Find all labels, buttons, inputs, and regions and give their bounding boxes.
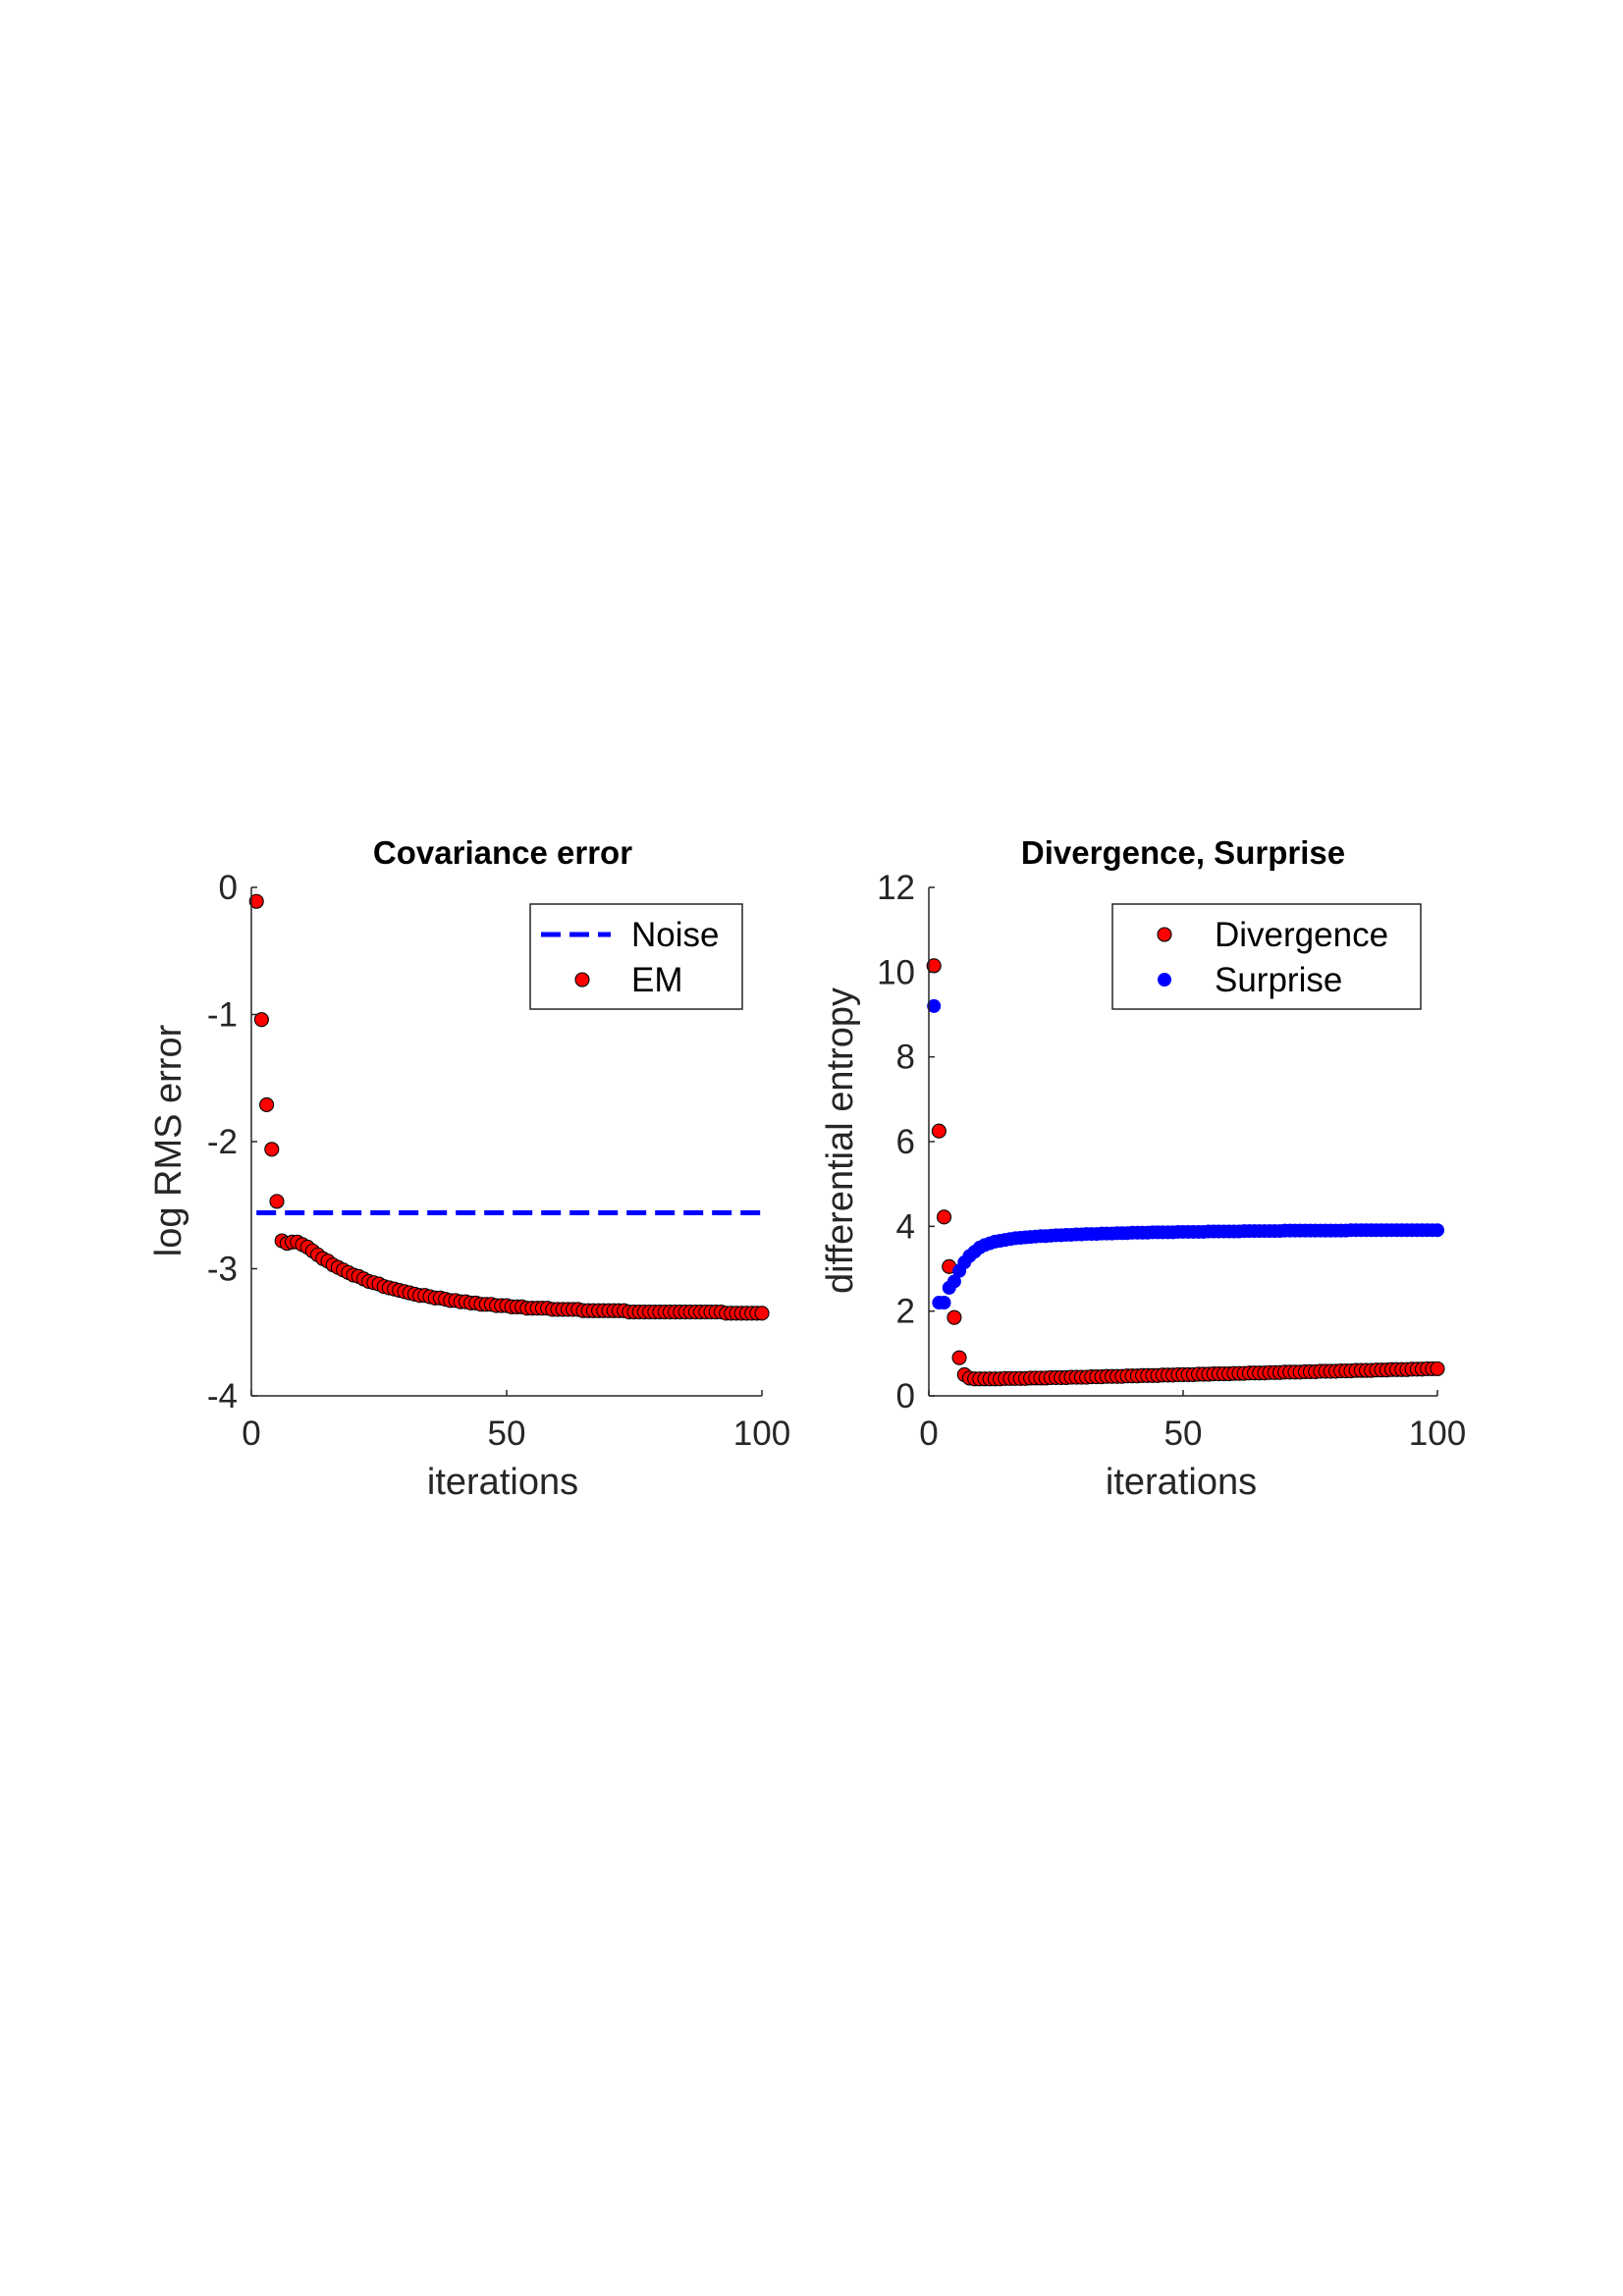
legend-surprise-label: Surprise (1215, 961, 1342, 999)
x-tick-label: 50 (1164, 1415, 1203, 1453)
surprise-point (1431, 1223, 1444, 1238)
plot-area (248, 893, 770, 1321)
surprise-point (937, 1296, 951, 1310)
x-tick-label: 100 (1409, 1415, 1466, 1453)
chart-title: Divergence, Surprise (1021, 834, 1345, 871)
legend-divergence-marker (1157, 927, 1172, 942)
y-tick-label: 4 (896, 1207, 915, 1246)
x-axis-label: iterations (427, 1462, 578, 1503)
legend-surprise-marker (1158, 973, 1171, 987)
surprise-point (927, 998, 942, 1013)
y-ticks: 0 2 4 6 8 10 12 (877, 869, 935, 1415)
y-tick-label: -1 (207, 996, 238, 1035)
legend-em-label: EM (631, 961, 683, 999)
y-tick-label: -4 (207, 1377, 238, 1415)
divergence-point (931, 1123, 947, 1139)
x-axis-label: iterations (1106, 1462, 1257, 1503)
em-point (754, 1306, 770, 1321)
y-tick-label: 6 (896, 1123, 915, 1161)
legend-noise-label: Noise (631, 916, 719, 954)
y-axis-label: differential entropy (820, 988, 861, 1294)
surprise-point (947, 1274, 961, 1289)
divergence-point (1430, 1361, 1445, 1376)
y-tick-label: 8 (896, 1039, 915, 1077)
x-ticks: 0 50 100 (919, 1390, 1466, 1453)
y-tick-label: -2 (207, 1123, 238, 1161)
em-point (248, 893, 264, 909)
y-tick-label: 12 (877, 869, 915, 907)
plot-area (926, 958, 1445, 1387)
x-ticks: 0 50 100 (242, 1390, 790, 1453)
em-point (264, 1142, 280, 1157)
covariance-error-panel: Covariance error 0 50 100 0 -1 -2 -3 -4 iterat… (148, 834, 790, 1503)
em-point (253, 1012, 269, 1028)
legend-em-marker (574, 972, 590, 988)
y-tick-label: 0 (219, 869, 238, 907)
divergence-point (947, 1309, 962, 1325)
y-tick-label: -3 (207, 1251, 238, 1289)
y-axis-label: log RMS error (148, 1024, 189, 1256)
x-tick-label: 50 (488, 1415, 526, 1453)
x-tick-label: 100 (733, 1415, 790, 1453)
y-ticks: 0 -1 -2 -3 -4 (207, 869, 257, 1415)
legend-box (1111, 903, 1422, 1010)
legend-divergence-label: Divergence (1215, 916, 1388, 954)
legend-box (529, 903, 743, 1010)
divergence-surprise-panel: Divergence, Surprise 0 50 100 0 2 4 6 8 10 12 it… (820, 834, 1466, 1503)
em-point (269, 1194, 285, 1209)
y-tick-label: 0 (896, 1377, 915, 1415)
legend: Divergence Surprise (1111, 903, 1422, 1010)
em-point (259, 1096, 275, 1112)
divergence-point (936, 1209, 952, 1225)
y-tick-label: 10 (877, 953, 915, 991)
x-tick-label: 0 (919, 1415, 938, 1453)
x-tick-label: 0 (242, 1415, 260, 1453)
legend: Noise EM (529, 903, 743, 1010)
divergence-point (951, 1350, 967, 1365)
y-tick-label: 2 (896, 1293, 915, 1331)
chart-title: Covariance error (373, 834, 632, 871)
